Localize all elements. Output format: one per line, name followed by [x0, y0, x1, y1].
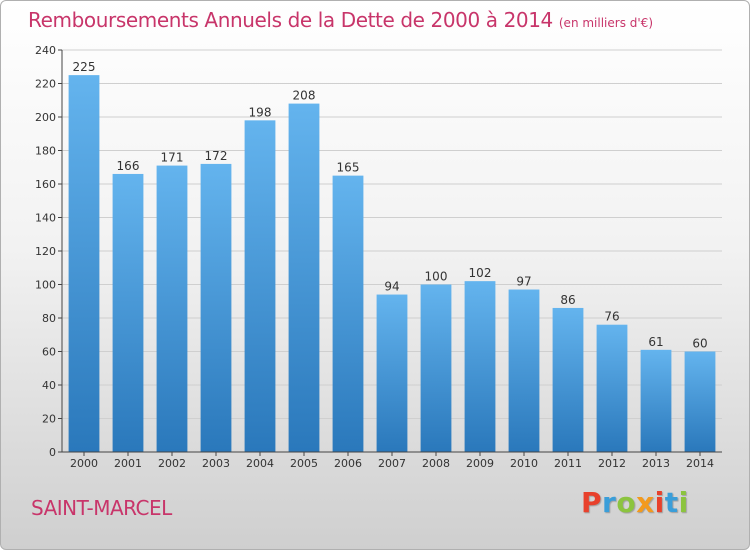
data-label: 102 [469, 266, 492, 280]
x-tick-label: 2009 [466, 457, 494, 470]
bar-2003 [200, 163, 232, 452]
data-label: 76 [604, 310, 619, 324]
brand-letter: P [581, 486, 603, 519]
data-label: 165 [337, 161, 360, 175]
data-label: 166 [117, 159, 140, 173]
x-tick-label: 2001 [114, 457, 142, 470]
city-name: SAINT-MARCEL [31, 496, 172, 520]
data-label: 198 [249, 105, 272, 119]
y-tick-label: 80 [42, 312, 56, 325]
data-label: 94 [384, 280, 399, 294]
data-label: 171 [161, 151, 184, 165]
x-tick-label: 2006 [334, 457, 362, 470]
x-tick-label: 2000 [70, 457, 98, 470]
bar-2000 [68, 75, 100, 452]
bar-2010 [508, 289, 540, 452]
y-tick-label: 200 [35, 111, 56, 124]
bar-2011 [552, 307, 584, 452]
y-tick-label: 240 [35, 44, 56, 57]
brand-letter: t [664, 486, 679, 519]
y-tick-label: 0 [49, 446, 56, 459]
brand-letter: i [678, 486, 689, 519]
x-tick-label: 2012 [598, 457, 626, 470]
y-tick-label: 180 [35, 145, 56, 158]
y-tick-label: 60 [42, 346, 56, 359]
x-tick-label: 2002 [158, 457, 186, 470]
x-tick-label: 2007 [378, 457, 406, 470]
chart-title-text: Remboursements Annuels de la Dette de 20… [28, 8, 553, 32]
data-label: 172 [205, 149, 228, 163]
x-tick-label: 2008 [422, 457, 450, 470]
data-label: 225 [73, 60, 96, 74]
bar-2002 [156, 165, 188, 452]
bar-2013 [640, 349, 672, 452]
y-tick-label: 20 [42, 413, 56, 426]
bar-2008 [420, 284, 452, 452]
bar-2004 [244, 120, 276, 452]
bar-2012 [596, 324, 628, 452]
brand-letter: i [654, 486, 665, 519]
brand-letter: o [616, 486, 637, 519]
y-tick-label: 100 [35, 279, 56, 292]
x-tick-label: 2004 [246, 457, 274, 470]
x-tick-label: 2011 [554, 457, 582, 470]
x-tick-label: 2005 [290, 457, 318, 470]
chart-unit: (en milliers d'€) [558, 16, 653, 30]
y-tick-label: 40 [42, 379, 56, 392]
brand-letter: x [636, 486, 655, 519]
data-label: 97 [516, 275, 531, 289]
x-tick-label: 2003 [202, 457, 230, 470]
y-tick-label: 120 [35, 245, 56, 258]
proxiti-logo: Proxiti [581, 486, 689, 519]
bar-2001 [112, 173, 144, 452]
bar-2005 [288, 103, 320, 452]
data-label: 60 [692, 337, 707, 351]
bar-2014 [684, 351, 716, 452]
y-tick-label: 220 [35, 78, 56, 91]
bar-2006 [332, 175, 364, 452]
x-tick-label: 2013 [642, 457, 670, 470]
brand-letter: r [602, 486, 617, 519]
y-tick-label: 140 [35, 212, 56, 225]
bar-2009 [464, 281, 496, 452]
data-label: 86 [560, 293, 575, 307]
bar-2007 [376, 294, 408, 452]
y-tick-label: 160 [35, 178, 56, 191]
data-label: 208 [293, 89, 316, 103]
data-label: 61 [648, 335, 663, 349]
data-label: 100 [425, 270, 448, 284]
x-tick-label: 2010 [510, 457, 538, 470]
chart-title: Remboursements Annuels de la Dette de 20… [28, 8, 653, 32]
x-tick-label: 2014 [686, 457, 714, 470]
